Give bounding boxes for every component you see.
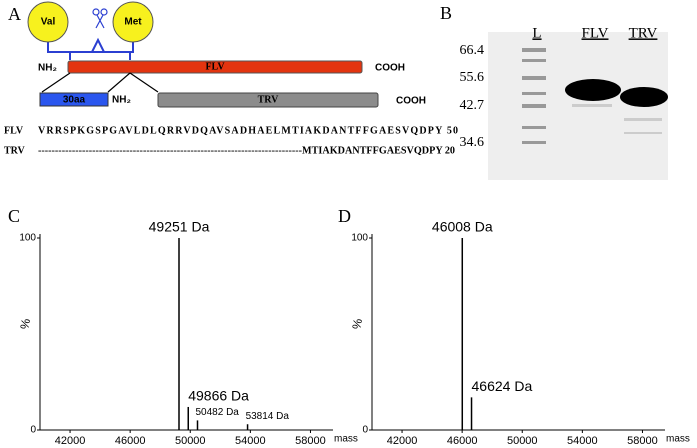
sequence-name: TRV bbox=[4, 145, 26, 156]
sequence-name: FLV bbox=[4, 125, 24, 136]
peak-label: 49251 Da bbox=[149, 219, 210, 235]
y-axis-label: % bbox=[17, 317, 33, 330]
peptide-box bbox=[39, 92, 109, 107]
terminus-label: NH₂ bbox=[112, 95, 131, 106]
faint-bands bbox=[572, 104, 662, 134]
x-tick-label: 50000 bbox=[175, 435, 206, 447]
terminus-label: COOH bbox=[375, 63, 405, 74]
y-tick-label: 0 bbox=[30, 425, 36, 436]
x-tick-label: 42000 bbox=[55, 435, 86, 447]
residue-label: Val bbox=[41, 17, 56, 28]
marker-label: 55.6 bbox=[460, 70, 485, 85]
lane-label: L bbox=[532, 25, 541, 41]
bar-label: FLV bbox=[205, 61, 225, 72]
x-tick-label: 54000 bbox=[567, 435, 598, 447]
x-tick-label: 58000 bbox=[295, 435, 326, 447]
peak-label: 46008 Da bbox=[432, 219, 493, 235]
marker-label: 66.4 bbox=[460, 43, 485, 58]
x-tick-label: 50000 bbox=[507, 435, 538, 447]
connector bbox=[41, 72, 159, 93]
peak-label: 46624 Da bbox=[472, 378, 533, 394]
panel-label: D bbox=[338, 206, 351, 226]
trv-bar bbox=[157, 92, 379, 108]
terminus-label: NH₂ bbox=[38, 63, 57, 74]
residue-label: Met bbox=[124, 17, 142, 28]
x-tick-label: 46000 bbox=[115, 435, 146, 447]
sequence: VRRSPKGSPGAVLDLQRRVDQAVSADHAELMTIAKDANTF… bbox=[38, 125, 458, 136]
cleavage-bracket bbox=[47, 37, 134, 60]
marker-label: 34.6 bbox=[460, 135, 485, 150]
lane-label: FLV bbox=[582, 25, 609, 41]
scissors-icon bbox=[92, 8, 108, 29]
y-tick-label: 0 bbox=[362, 425, 368, 436]
panel-label: C bbox=[8, 206, 20, 226]
peak-label: 50482 Da bbox=[195, 407, 239, 418]
panel-label: A bbox=[8, 4, 21, 24]
peak-label: 53814 Da bbox=[246, 411, 290, 422]
y-tick-label: 100 bbox=[19, 233, 36, 244]
x-tick-label: 46000 bbox=[447, 435, 478, 447]
panel-label: B bbox=[440, 3, 452, 23]
terminus-label: COOH bbox=[396, 96, 426, 107]
met-circle bbox=[112, 1, 154, 43]
lane-label: TRV bbox=[629, 25, 658, 41]
val-circle bbox=[27, 1, 69, 43]
peak-label: 49866 Da bbox=[188, 388, 249, 404]
trv-band bbox=[620, 87, 668, 107]
x-tick-label: 58000 bbox=[627, 435, 658, 447]
x-axis-label: mass bbox=[666, 434, 690, 445]
x-tick-label: 54000 bbox=[235, 435, 266, 447]
x-tick-label: 42000 bbox=[387, 435, 418, 447]
flv-band bbox=[565, 79, 621, 101]
y-tick-label: 100 bbox=[351, 233, 368, 244]
y-axis-label: % bbox=[349, 317, 365, 330]
flv-bar bbox=[67, 60, 363, 74]
sequence: ----------------------------------------… bbox=[38, 145, 455, 156]
ladder-bands bbox=[522, 48, 546, 144]
marker-label: 42.7 bbox=[460, 98, 485, 113]
x-axis-label: mass bbox=[334, 434, 358, 445]
box-label: 30aa bbox=[63, 95, 86, 106]
bar-label: TRV bbox=[258, 94, 280, 105]
